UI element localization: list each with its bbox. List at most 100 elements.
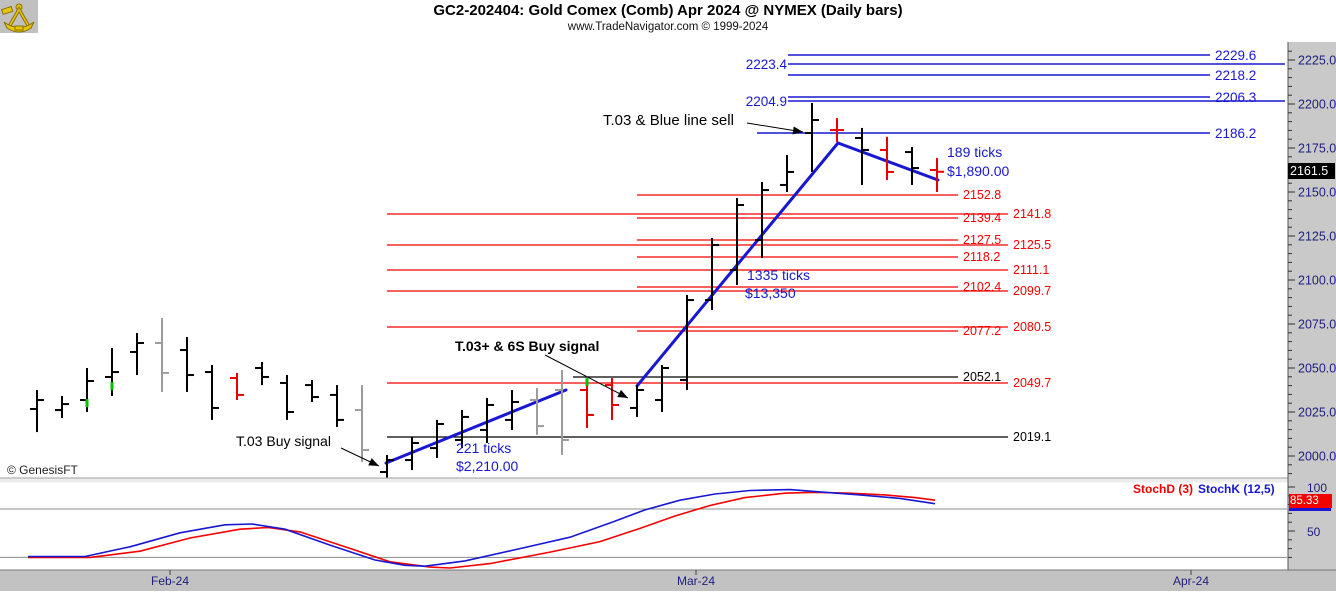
chart-text-label: 2000.0 [1298, 450, 1336, 464]
stochk-legend-label[interactable]: StochK (12,5) [1198, 482, 1275, 496]
stochk-value-box-edge [1289, 508, 1331, 511]
ohlc-bar [355, 385, 369, 462]
chart-text-label: 2075.0 [1298, 318, 1336, 332]
panel-separator [0, 477, 1288, 483]
ohlc-bar [255, 362, 269, 386]
ohlc-bar [130, 332, 144, 376]
chart-text-label: 2206.3 [1215, 90, 1256, 105]
stochd-legend-label[interactable]: StochD (3) [1133, 482, 1193, 496]
chart-text-label: 2186.2 [1215, 126, 1256, 141]
ohlc-bar [180, 337, 194, 392]
chart-text-label: 2100.0 [1298, 274, 1336, 288]
chart-text-label: 2150.0 [1298, 186, 1336, 200]
ohlc-bar [330, 385, 344, 427]
ohlc-bar [455, 410, 469, 449]
chart-text-label: 2118.2 [963, 250, 1000, 264]
ohlc-bar [905, 146, 919, 185]
price-level-lines: 2152.8 2141.8 2139.4 2127.5 2125.5 2118.2 2111… [387, 188, 1051, 444]
ohlc-bar [505, 390, 519, 430]
chart-text-label: 2141.8 [1013, 207, 1051, 221]
ohlc-bar [805, 102, 819, 172]
chart-text-label: T.03 & Blue line sell [603, 112, 734, 129]
ohlc-bar [580, 378, 594, 429]
ohlc-bar [405, 436, 419, 471]
ohlc-bar [830, 118, 844, 143]
chart-text-label: 2050.0 [1298, 362, 1336, 376]
price-bars [30, 102, 944, 480]
chart-text-label: 2077.2 [963, 324, 1001, 338]
trend-lines [384, 141, 940, 465]
chart-text-label: 2175.0 [1298, 142, 1336, 156]
stochk-line [28, 488, 936, 568]
chart-text-label: 2102.4 [963, 280, 1001, 294]
ohlc-bar [480, 397, 494, 443]
ohlc-bar [755, 181, 769, 258]
date-axis[interactable]: Feb-24 Mar-24 Apr-24 [0, 569, 1336, 591]
ohlc-bar [880, 136, 894, 181]
chart-text-label: 2125.5 [1013, 238, 1051, 252]
ohlc-bar [855, 127, 869, 185]
genesisft-sextant-logo-icon [0, 0, 38, 33]
ohlc-bar [105, 347, 119, 396]
ohlc-bar [380, 454, 394, 480]
signal-arrows [340, 122, 804, 467]
chart-text-label: 2152.8 [963, 188, 1001, 202]
stochastic-panel [0, 488, 1287, 569]
ohlc-bar [55, 395, 69, 418]
chart-text-label: 2080.5 [1013, 320, 1051, 334]
ohlc-bar [780, 155, 794, 192]
chart-text-label: Apr-24 [1173, 574, 1209, 588]
chart-text-label: 2218.2 [1215, 68, 1256, 83]
chart-text-label: 2225.0 [1298, 54, 1336, 68]
chart-text-label: Feb-24 [151, 574, 189, 588]
chart-text-label: $2,210.00 [456, 458, 518, 474]
chart-text-label: 2229.6 [1215, 48, 1256, 63]
genesisft-watermark: © GenesisFT [7, 463, 78, 477]
ohlc-bar [930, 158, 944, 192]
chart-text-label: 2019.1 [1013, 430, 1051, 444]
ohlc-bar [230, 372, 244, 401]
chart-text-label: 1335 ticks [747, 267, 810, 283]
chart-text-label: 2049.7 [1013, 376, 1051, 390]
chart-text-label: 2223.4 [746, 57, 788, 72]
stoch-axis-tick-50: 50 [1307, 525, 1321, 539]
ohlc-bar [305, 379, 319, 402]
ohlc-bar [530, 388, 544, 435]
blue-target-lines: 2229.6 2223.4 2218.2 2206.3 2204.9 2186.2 [746, 48, 1285, 141]
chart-text-label: 2200.0 [1298, 98, 1336, 112]
chart-text-label: T.03+ & 6S Buy signal [455, 338, 599, 354]
stoch-axis-tick-100: 100 [1307, 481, 1328, 495]
chart-text-label: 2204.9 [746, 94, 787, 109]
chart-text-label: 2127.5 [963, 233, 1001, 247]
ohlc-bar [705, 237, 719, 310]
chart-subtitle: www.TradeNavigator.com © 1999-2024 [567, 21, 769, 33]
chart-text-label: 2025.0 [1298, 406, 1336, 420]
chart-text-label: 2139.4 [963, 211, 1001, 225]
ohlc-bar [205, 365, 219, 420]
ohlc-bar [430, 419, 444, 458]
ohlc-bar [155, 318, 169, 392]
chart-text-label: 189 ticks [947, 144, 1002, 160]
chart-text-label: $1,890.00 [947, 163, 1009, 179]
ohlc-bar [730, 197, 744, 285]
price-axis[interactable]: 2225.0 2200.0 2175.0 2150.0 2125.0 2100.0 2075… [1287, 42, 1336, 570]
ohlc-bar [605, 378, 619, 420]
annotations: T.03 & Blue line sell T.03+ & 6S Buy sign… [236, 112, 1009, 474]
ohlc-bar [630, 385, 644, 417]
chart-text-label: 2052.1 [963, 370, 1001, 384]
last-price-box: 2161.5 [1288, 163, 1335, 179]
chart-text-label: 2111.1 [1013, 263, 1049, 277]
chart-text-label: T.03 Buy signal [236, 433, 331, 449]
ohlc-bar [80, 368, 94, 412]
chart-title: GC2-202404: Gold Comex (Comb) Apr 2024 @… [433, 2, 903, 19]
stoch-value-box: 85.33 [1289, 494, 1332, 508]
ohlc-bar [280, 375, 294, 420]
chart-text-label: 2099.7 [1013, 284, 1051, 298]
chart-text-label: Mar-24 [677, 574, 715, 588]
ohlc-bar [655, 365, 669, 412]
chart-text-label: 221 ticks [456, 440, 511, 456]
chart-text-label: $13,350 [745, 285, 796, 301]
ohlc-bar [680, 294, 694, 390]
